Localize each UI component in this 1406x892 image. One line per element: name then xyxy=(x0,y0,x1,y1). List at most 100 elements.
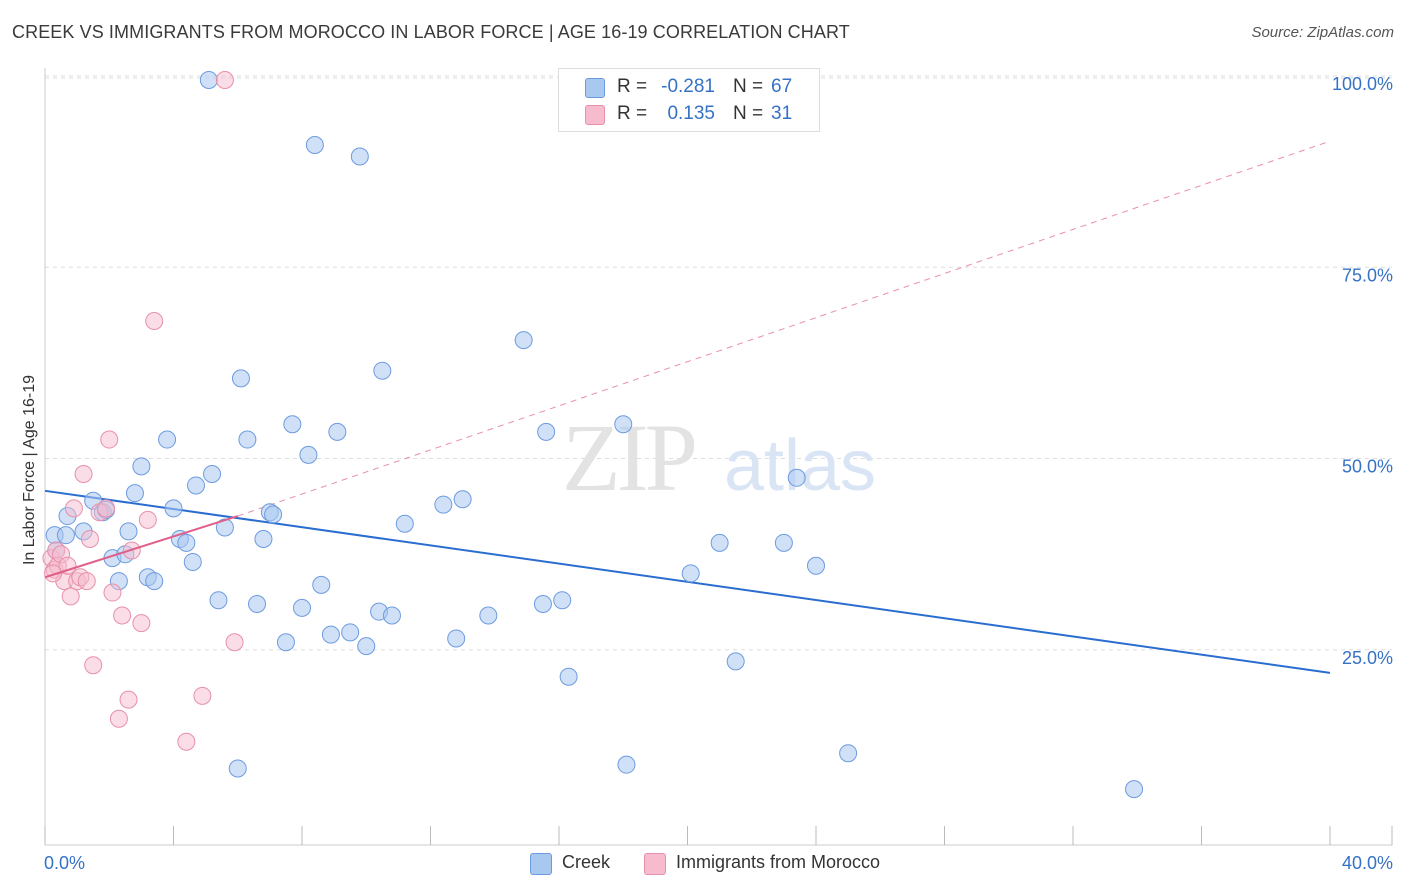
creek-point xyxy=(1125,780,1144,799)
creek-point xyxy=(479,606,498,625)
creek-point xyxy=(158,430,177,449)
creek-point xyxy=(614,415,633,434)
creek-point xyxy=(215,518,234,537)
watermark: ZIP atlas xyxy=(562,404,876,511)
creek-point xyxy=(238,430,257,449)
creek-point xyxy=(56,526,75,545)
morocco-point xyxy=(109,709,128,728)
creek-point xyxy=(228,759,247,778)
source-label: Source: ZipAtlas.com xyxy=(1251,24,1394,41)
morocco-legend-icon xyxy=(644,853,666,875)
creek-point xyxy=(328,422,347,441)
morocco-swatch-icon xyxy=(585,105,605,125)
creek-trend-line xyxy=(44,489,1331,674)
creek-point xyxy=(125,484,144,503)
creek-point xyxy=(453,490,472,509)
morocco-point xyxy=(113,606,132,625)
morocco-point xyxy=(77,572,96,591)
creek-point xyxy=(293,598,311,617)
creek-point xyxy=(447,629,466,648)
y-tick-label: 75.0% xyxy=(1342,265,1393,285)
creek-point xyxy=(341,623,360,642)
creek-point xyxy=(839,744,858,763)
creek-point xyxy=(533,595,552,614)
chart-title: CREEK VS IMMIGRANTS FROM MOROCCO IN LABO… xyxy=(12,22,850,42)
creek-point xyxy=(350,147,369,166)
morocco-points xyxy=(42,71,244,751)
morocco-point xyxy=(138,510,157,529)
legend-label-morocco: Immigrants from Morocco xyxy=(676,852,881,872)
creek-point xyxy=(276,633,295,652)
creek-point xyxy=(710,533,729,552)
creek-point xyxy=(119,522,138,541)
creek-point xyxy=(183,552,202,571)
y-tick-label: 50.0% xyxy=(1342,457,1393,477)
morocco-point xyxy=(100,430,119,449)
n-value: 67 xyxy=(771,76,793,97)
correlation-legend: R = -0.281 N = 67 R = 0.135 N = 31 xyxy=(558,68,820,132)
creek-point xyxy=(283,415,302,434)
legend-label-creek: Creek xyxy=(562,852,611,872)
morocco-point xyxy=(84,656,103,675)
morocco-point xyxy=(225,633,244,652)
morocco-point xyxy=(177,732,196,751)
creek-point xyxy=(434,495,453,514)
creek-point xyxy=(203,464,222,483)
creek-point xyxy=(186,476,205,495)
morocco-point xyxy=(132,614,151,633)
morocco-point xyxy=(193,686,212,705)
creek-point xyxy=(382,606,401,625)
y-tick-label: 25.0% xyxy=(1342,648,1393,668)
creek-point xyxy=(164,499,183,518)
morocco-point xyxy=(103,583,122,602)
creek-point xyxy=(199,71,218,89)
n-value: 31 xyxy=(771,103,793,124)
creek-point xyxy=(312,575,331,594)
legend-row-creek: R = -0.281 N = 67 xyxy=(559,74,819,100)
morocco-point xyxy=(74,464,93,483)
creek-point xyxy=(559,667,578,686)
legend-row-morocco: R = 0.135 N = 31 xyxy=(559,101,819,127)
axes xyxy=(44,68,1393,846)
creek-point xyxy=(726,652,745,671)
y-tick-label: 100.0% xyxy=(1332,74,1393,94)
creek-point xyxy=(373,361,392,380)
x-tick-label: 0.0% xyxy=(44,853,85,873)
creek-point xyxy=(787,468,806,487)
morocco-point xyxy=(64,499,83,518)
morocco-trend-line xyxy=(44,515,239,579)
morocco-point xyxy=(215,71,234,89)
creek-point xyxy=(395,514,414,533)
n-label: N = xyxy=(733,76,764,97)
morocco-point xyxy=(58,556,77,575)
creek-point xyxy=(553,591,572,610)
x-tick-label: 40.0% xyxy=(1342,853,1393,873)
trend-lines xyxy=(44,140,1331,674)
morocco-point xyxy=(119,690,138,709)
creek-point xyxy=(321,625,340,644)
creek-point xyxy=(264,505,283,524)
creek-point xyxy=(774,533,793,552)
creek-point xyxy=(299,445,318,464)
creek-point xyxy=(177,533,196,552)
creek-point xyxy=(231,369,250,388)
watermark-atlas: atlas xyxy=(724,426,876,506)
creek-point xyxy=(357,637,376,656)
r-value: -0.281 xyxy=(661,76,715,97)
morocco-trend-extension xyxy=(237,140,1331,517)
creek-point xyxy=(254,530,273,548)
creek-point xyxy=(132,457,151,476)
morocco-point xyxy=(97,499,116,518)
creek-swatch-icon xyxy=(585,78,605,98)
n-label: N = xyxy=(733,103,764,124)
creek-point xyxy=(514,331,533,350)
creek-point xyxy=(145,572,164,591)
creek-point xyxy=(305,136,324,155)
morocco-point xyxy=(44,564,63,583)
grid-lines xyxy=(45,75,1392,651)
creek-point xyxy=(537,422,556,441)
r-label: R = xyxy=(617,103,648,124)
morocco-point xyxy=(80,530,99,548)
r-value: 0.135 xyxy=(667,103,715,124)
